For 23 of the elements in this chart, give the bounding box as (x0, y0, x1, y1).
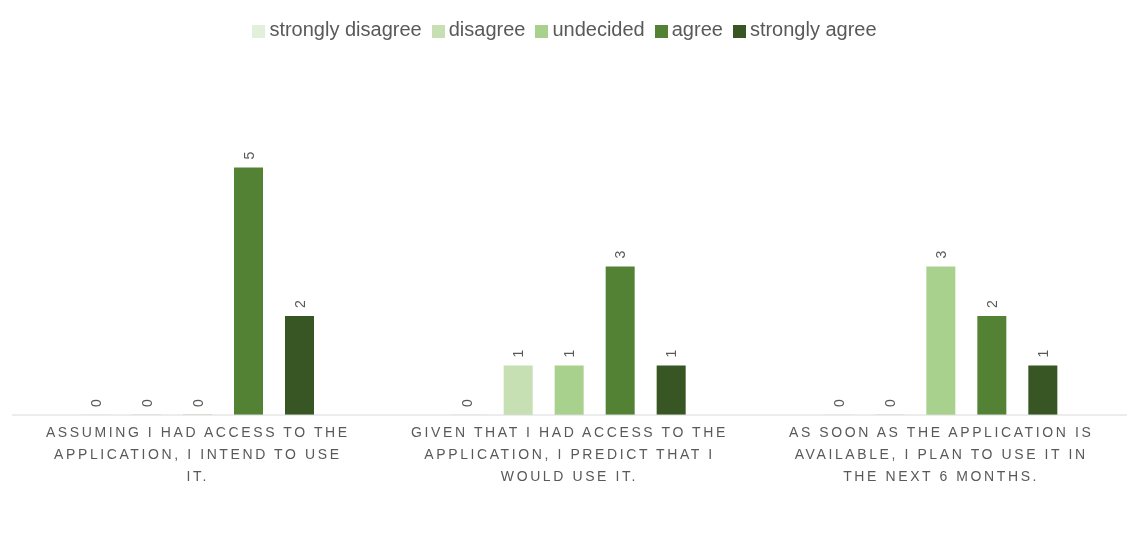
x-tick-label: ASSUMING I HAD ACCESS TO THE APPLICATION, I INTEND TO USE IT. (45, 424, 350, 484)
data-label: 3 (612, 250, 629, 259)
data-label: 0 (881, 399, 898, 407)
data-label: 0 (459, 399, 476, 407)
data-label: 0 (189, 399, 206, 407)
data-label: 1 (1034, 349, 1051, 358)
legend-label: strongly agree (749, 18, 877, 40)
data-label: 5 (240, 151, 257, 160)
legend-label: agree (671, 18, 723, 40)
data-label: 0 (830, 399, 847, 407)
x-tick-label: AS SOON AS THE APPLICATION IS AVAILABLE, I PLAN TO USE IT IN THE NEXT 6 MONTHS. (788, 424, 1094, 484)
data-label: 1 (663, 349, 680, 358)
data-label: 1 (510, 349, 527, 358)
legend-label: disagree (448, 18, 526, 40)
data-label: 0 (87, 399, 104, 407)
data-label: 1 (561, 349, 578, 358)
x-tick-label: GIVEN THAT I HAD ACCESS TO THE APPLICATION, I PREDICT THAT I WOULD USE IT. (411, 424, 728, 484)
data-label: 0 (138, 399, 155, 407)
legend-label: strongly disagree (269, 18, 422, 40)
data-label: 2 (291, 300, 308, 308)
data-label: 2 (983, 300, 1000, 308)
data-label: 3 (932, 250, 949, 259)
legend-label: undecided (552, 18, 645, 40)
